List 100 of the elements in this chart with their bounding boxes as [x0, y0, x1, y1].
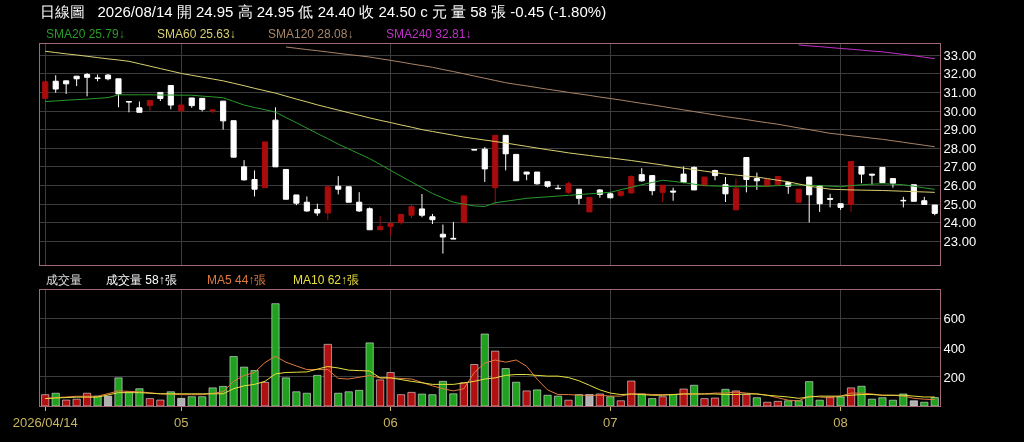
candlestick [345, 186, 352, 203]
bar [397, 394, 406, 406]
y-tick-label: 33.00 [943, 47, 977, 63]
bar [386, 372, 395, 406]
candlestick [670, 187, 677, 202]
bar [512, 381, 521, 406]
bar [261, 382, 269, 406]
candlestick [565, 181, 572, 195]
y-tick-label: 600 [943, 311, 966, 327]
candlestick [429, 213, 436, 225]
bar [145, 398, 154, 406]
candlestick [450, 221, 457, 240]
bar [449, 393, 458, 406]
x-tick-label: 2026/04/14 [12, 414, 78, 430]
line-series [44, 50, 936, 193]
x-tick-label: 08 [833, 414, 848, 430]
bar [250, 370, 259, 406]
candlestick [209, 109, 216, 114]
bar [240, 366, 249, 406]
candlestick [858, 165, 865, 184]
candlestick [439, 224, 446, 255]
candlestick [492, 134, 499, 206]
bar [888, 399, 897, 406]
candlestick [377, 215, 384, 231]
candlestick [94, 74, 101, 82]
candlestick [178, 101, 185, 112]
y-tick-label: 31.00 [943, 84, 977, 100]
candlestick [879, 166, 886, 184]
candlestick [251, 169, 258, 197]
text: SMA60 25.63↓ [157, 27, 236, 41]
bar [700, 398, 709, 406]
candlestick [272, 106, 279, 168]
y-tick-label: 23.00 [943, 233, 977, 249]
bar [669, 394, 678, 406]
candlestick [115, 78, 122, 108]
candlestick [188, 97, 195, 109]
candlestick [261, 141, 269, 189]
candlestick [701, 176, 708, 187]
bar [522, 390, 531, 406]
candlestick [847, 160, 855, 213]
candlestick [460, 195, 467, 223]
candlestick [502, 134, 509, 171]
candlestick [282, 168, 289, 200]
y-tick-label: 400 [943, 340, 966, 356]
candlestick [42, 81, 49, 99]
candlestick [795, 188, 802, 203]
bar [407, 392, 416, 406]
bar [104, 395, 112, 406]
candlestick [481, 146, 488, 183]
candlestick [617, 190, 624, 198]
bar [554, 395, 562, 406]
bar [156, 399, 165, 406]
candlestick [816, 185, 823, 213]
candlestick [534, 171, 541, 186]
candlestick [104, 73, 112, 81]
candlestick [628, 174, 635, 195]
candlestick [125, 101, 133, 113]
candlestick [753, 172, 760, 191]
candlestick [356, 191, 363, 213]
line-series [44, 366, 936, 400]
bar [229, 356, 238, 406]
candlestick [230, 120, 237, 158]
y-tick-label: 25.00 [943, 196, 977, 212]
bar [533, 389, 542, 406]
candlestick [575, 188, 583, 205]
candlestick [335, 175, 342, 195]
candlestick [554, 184, 562, 190]
candlestick [324, 186, 331, 221]
bar [302, 392, 311, 406]
candlestick [418, 193, 426, 218]
bar [124, 391, 133, 406]
series-label: SMA120 28.08↓ [268, 27, 354, 41]
candlestick [638, 167, 645, 183]
candlestick [607, 191, 614, 199]
bar [543, 394, 552, 406]
chart-title: 成交量 [46, 273, 82, 287]
candlestick [408, 204, 415, 219]
y-tick-label: 26.00 [943, 178, 977, 194]
x-tick-label: 07 [603, 414, 618, 430]
bar [418, 393, 426, 406]
bar [438, 381, 447, 406]
bar [428, 394, 437, 406]
candlestick [387, 222, 394, 237]
candlestick [199, 97, 206, 112]
bar [459, 382, 468, 406]
candlestick [680, 165, 687, 184]
bar [878, 397, 887, 406]
candlestick [167, 85, 174, 110]
candlestick [303, 195, 310, 213]
candlestick [513, 153, 520, 182]
y-tick-label: 30.00 [943, 103, 977, 119]
text: MA10 62↑張 [293, 273, 360, 287]
text: SMA240 32.81↓ [386, 27, 472, 41]
bar [376, 379, 385, 406]
candlestick [868, 173, 876, 186]
candlestick [136, 101, 143, 113]
candlestick [314, 203, 321, 217]
bar [595, 393, 604, 406]
text: MA5 44↑張 [207, 273, 267, 287]
candlestick [931, 204, 938, 216]
